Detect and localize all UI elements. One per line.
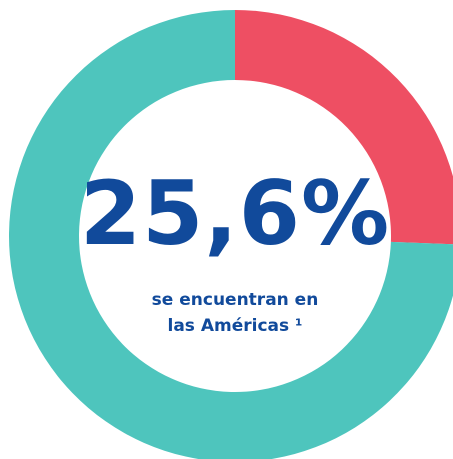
donut-segment: [9, 10, 453, 459]
donut: [9, 10, 453, 459]
annotation-line: se encuentran en: [152, 290, 319, 310]
center-value: 25,6%: [80, 162, 390, 265]
annotation-line: las Américas ¹: [168, 316, 303, 336]
donut-segment: [235, 10, 453, 245]
